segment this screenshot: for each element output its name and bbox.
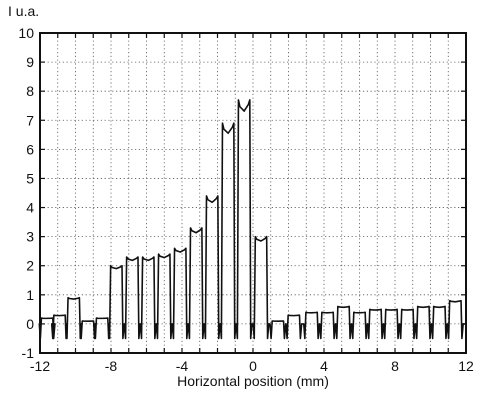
x-tick-label: 8 bbox=[391, 358, 399, 374]
y-tick-labels: -1 0 1 2 3 4 5 6 7 8 9 10 bbox=[18, 25, 34, 361]
y-tick-label: 9 bbox=[26, 54, 34, 70]
y-axis-label: I u.a. bbox=[8, 3, 39, 19]
x-axis-label: Horizontal position (mm) bbox=[177, 373, 329, 389]
x-tick-labels: -12 -8 -4 0 4 8 12 bbox=[30, 358, 474, 374]
y-tick-label: -1 bbox=[22, 345, 35, 361]
x-tick-label: 12 bbox=[458, 358, 474, 374]
y-tick-label: 7 bbox=[26, 112, 34, 128]
y-tick-label: 3 bbox=[26, 229, 34, 245]
x-tick-label: 4 bbox=[320, 358, 328, 374]
x-tick-label: 0 bbox=[249, 358, 257, 374]
x-tick-label: -12 bbox=[30, 358, 50, 374]
grid-lines bbox=[40, 33, 466, 353]
y-tick-label: 6 bbox=[26, 141, 34, 157]
y-tick-label: 0 bbox=[26, 316, 34, 332]
y-tick-label: 8 bbox=[26, 83, 34, 99]
y-tick-label: 10 bbox=[18, 25, 34, 41]
axis-ticks bbox=[39, 32, 467, 354]
x-tick-label: -4 bbox=[176, 358, 189, 374]
y-tick-label: 5 bbox=[26, 170, 34, 186]
series-line bbox=[38, 99, 466, 340]
y-tick-label: 2 bbox=[26, 258, 34, 274]
y-tick-label: 1 bbox=[26, 287, 34, 303]
y-tick-label: 4 bbox=[26, 200, 34, 216]
x-tick-label: -8 bbox=[105, 358, 118, 374]
